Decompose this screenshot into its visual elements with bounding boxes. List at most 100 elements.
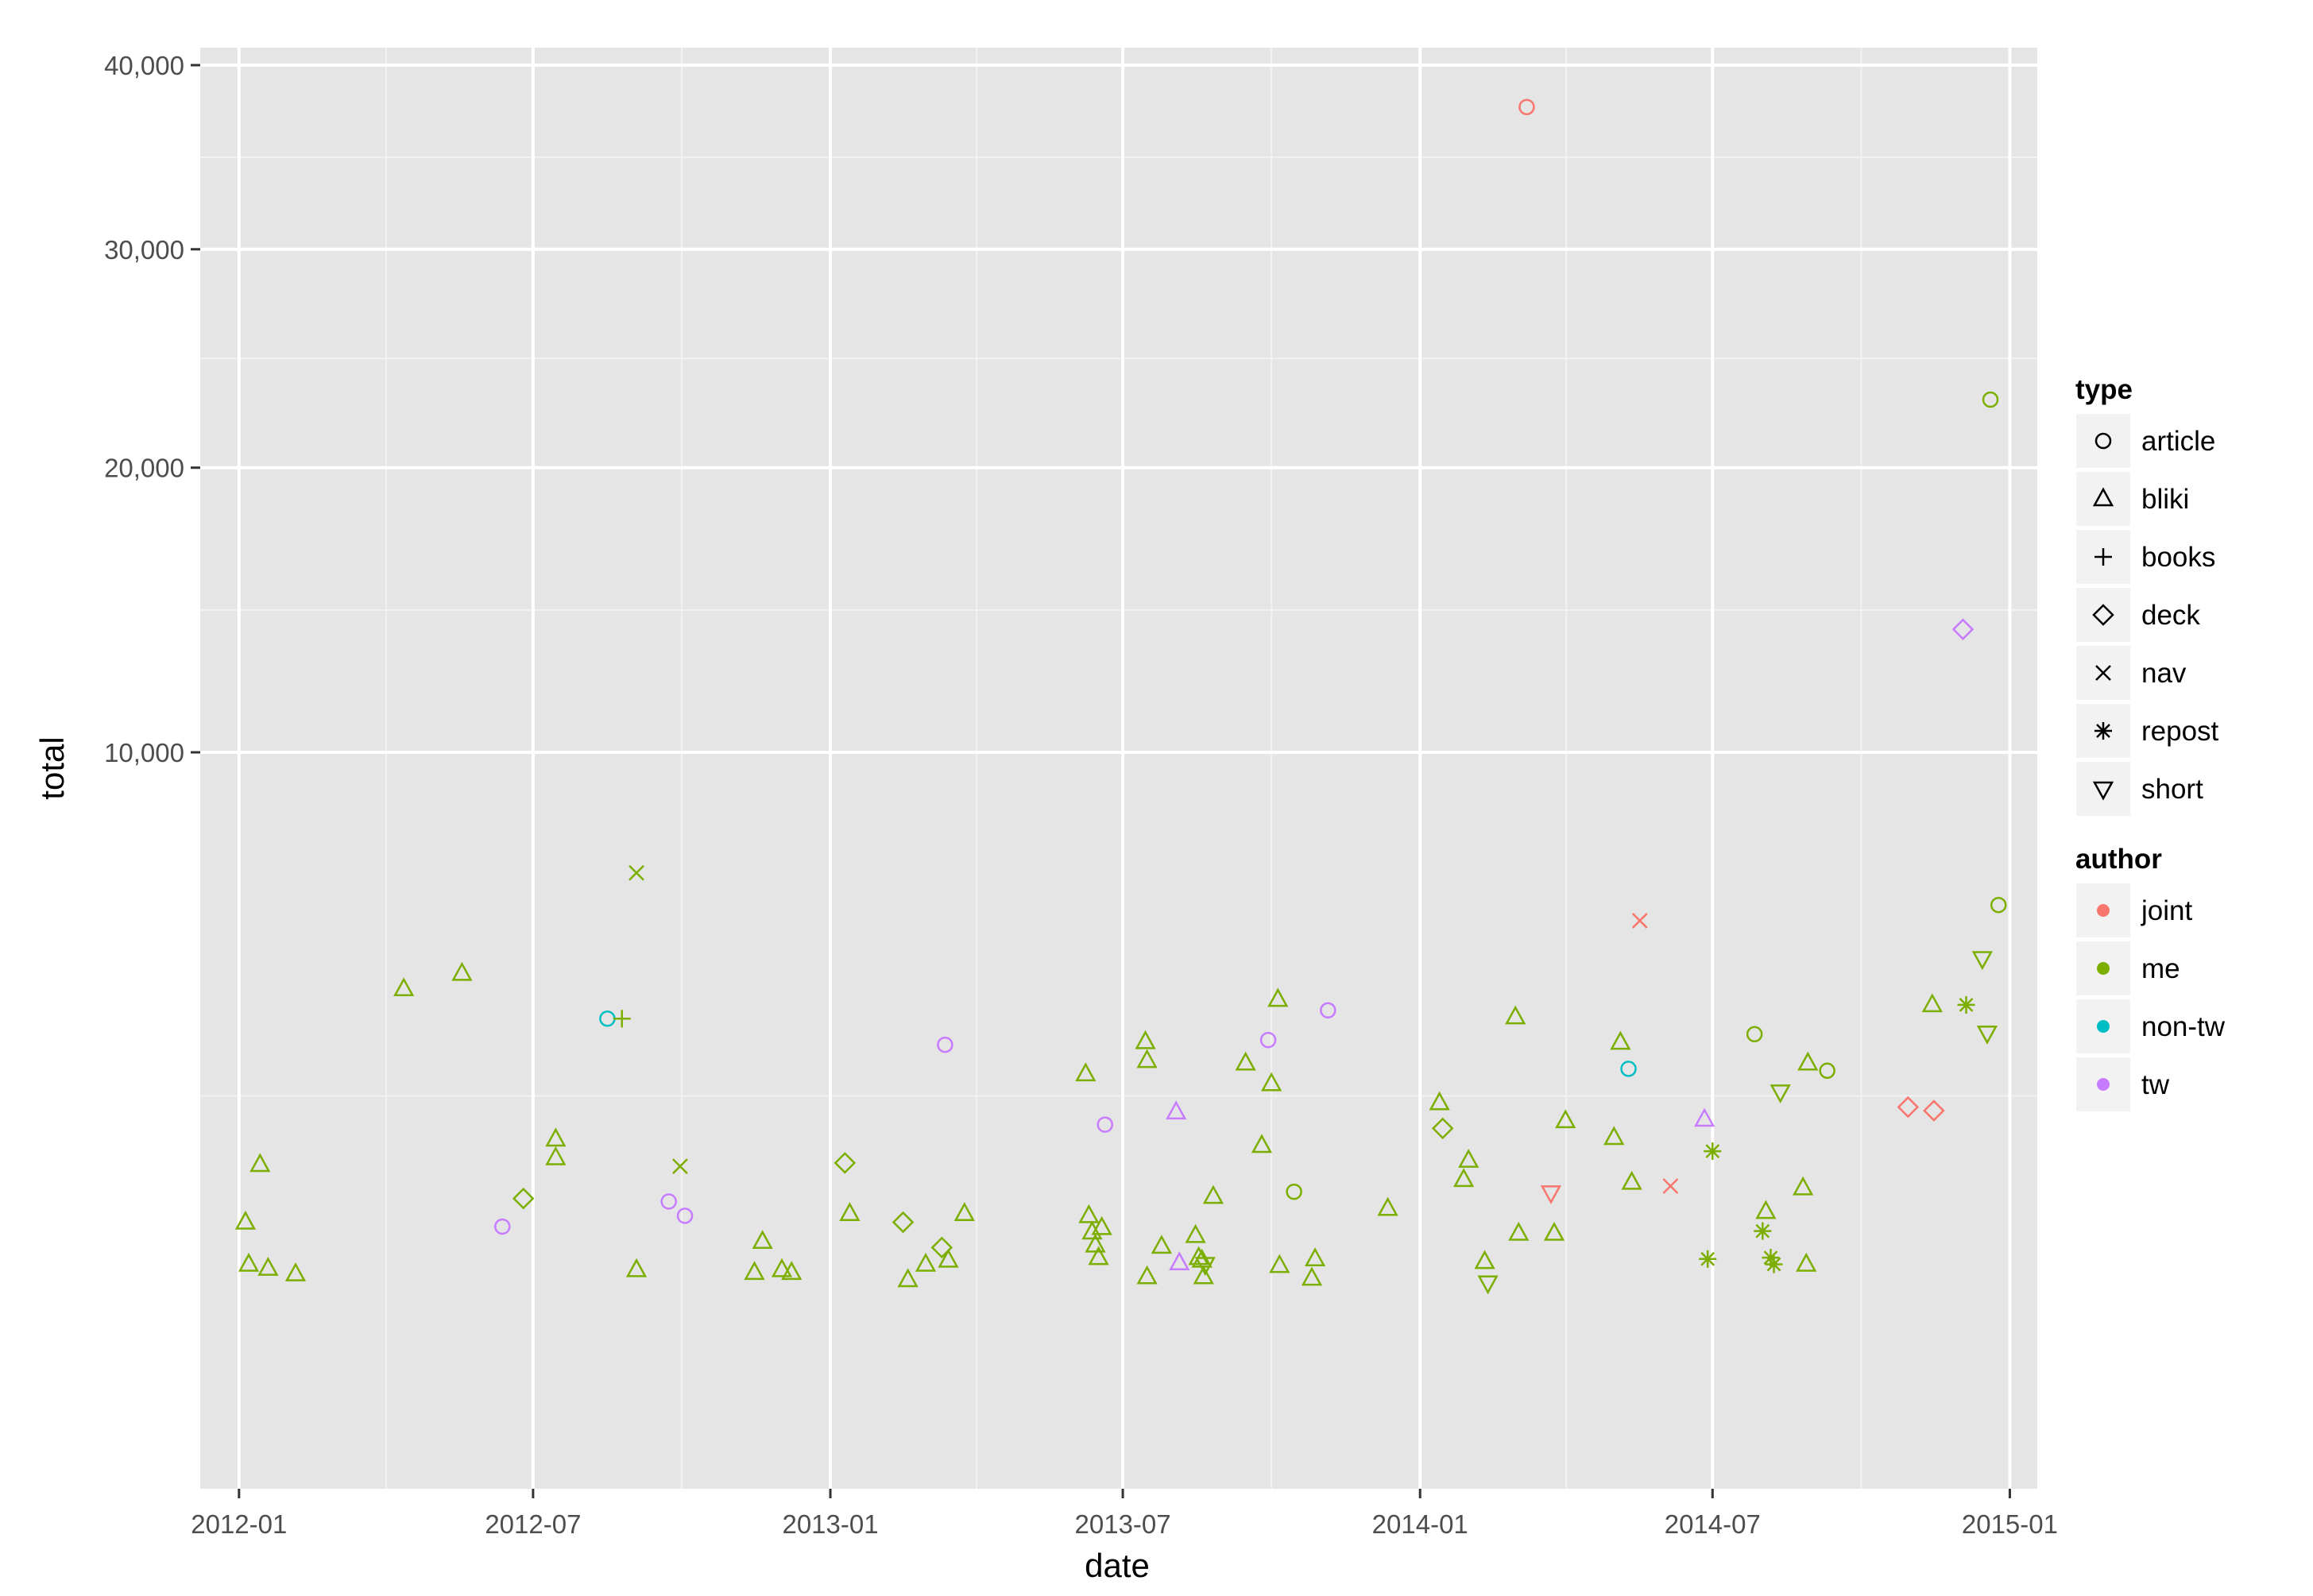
data-point [1474, 1250, 1495, 1269]
legend-label: article [2141, 426, 2215, 457]
legend-dot-icon [2097, 1020, 2110, 1033]
data-point [1259, 1031, 1277, 1049]
legend-key [2075, 760, 2132, 817]
data-point [1662, 1178, 1679, 1194]
data-point [771, 1258, 793, 1277]
legend-key [2075, 470, 2132, 527]
data-point [938, 1248, 959, 1268]
data-point [1897, 1096, 1920, 1119]
data-point [1797, 1051, 1819, 1071]
data-point [937, 1036, 953, 1053]
x-tick-label: 2012-01 [191, 1509, 287, 1539]
data-point [1431, 1117, 1454, 1140]
data-point [839, 1202, 861, 1221]
legend-label: me [2141, 953, 2180, 984]
data-point [1610, 1030, 1631, 1050]
legend-label: short [2141, 774, 2203, 805]
data-point [1269, 1254, 1290, 1273]
data-point [897, 1268, 919, 1288]
legend-key [2075, 412, 2132, 470]
x-tick-label: 2014-01 [1372, 1509, 1468, 1539]
data-point [1555, 1109, 1576, 1129]
data-point [752, 1230, 773, 1250]
data-point [1429, 1091, 1450, 1111]
legend-label: deck [2141, 600, 2200, 631]
data-point [257, 1257, 279, 1276]
data-point [625, 1258, 648, 1277]
legend-label: repost [2141, 716, 2219, 747]
data-point [676, 1208, 694, 1224]
legend-dot-icon [2097, 904, 2110, 917]
data-point [512, 1187, 535, 1210]
data-point [1169, 1251, 1190, 1271]
data-point [1704, 1142, 1722, 1161]
legend-key-asterisk-icon [2094, 722, 2112, 740]
data-point [672, 1158, 688, 1175]
data-point [1085, 1233, 1106, 1253]
data-point [1193, 1265, 1214, 1285]
data-point [1286, 1183, 1302, 1200]
data-point [284, 1262, 307, 1281]
data-point [1755, 1200, 1777, 1219]
data-point [238, 1252, 260, 1272]
data-point [1088, 1246, 1109, 1266]
x-tick-label: 2012-07 [485, 1509, 581, 1539]
data-point [1453, 1168, 1475, 1188]
data-point [1765, 1255, 1783, 1273]
data-point [1746, 1026, 1763, 1042]
data-point [1631, 913, 1648, 929]
data-point [1151, 1235, 1172, 1254]
axes: 2012-01 2012-07 2013-01 2013-07 2014-01 2014-… [104, 51, 2058, 1539]
legend-label: joint [2141, 895, 2192, 926]
data-point [660, 1193, 677, 1210]
x-tick-label: 2013-01 [782, 1509, 878, 1539]
data-point [744, 1261, 765, 1281]
data-point [1202, 1184, 1224, 1204]
x-axis-title: date [1085, 1547, 1150, 1584]
data-point [249, 1153, 271, 1173]
data-point [1796, 1252, 1817, 1272]
data-point [1078, 1204, 1100, 1223]
data-point [930, 1236, 953, 1259]
legend-key-diamond-icon [2092, 604, 2114, 626]
data-point [1540, 1185, 1562, 1204]
data-point [1923, 1099, 1945, 1122]
data-point [1136, 1049, 1158, 1069]
y-tick-label: 20,000 [104, 454, 184, 483]
data-point [1694, 1107, 1715, 1127]
data-point [1990, 896, 2007, 914]
legend-title-author: author [2075, 844, 2162, 875]
data-point [1508, 1221, 1530, 1241]
x-tick-label: 2013-07 [1075, 1509, 1171, 1539]
data-point [1762, 1249, 1780, 1267]
data-point [1235, 1051, 1256, 1071]
data-point [1304, 1247, 1326, 1267]
data-point [1543, 1221, 1565, 1241]
data-point [1458, 1149, 1479, 1168]
data-point [1135, 1030, 1156, 1049]
data-point [1320, 1002, 1336, 1019]
data-point [1754, 1222, 1772, 1240]
legend-label: nav [2141, 658, 2187, 689]
data-point [613, 1010, 631, 1028]
plot-panel [200, 48, 2037, 1489]
data-point [1136, 1265, 1158, 1285]
data-point [834, 1152, 857, 1174]
y-axis-title: total [33, 736, 71, 799]
major-grid [200, 48, 2037, 1489]
legend-key-circle-icon [2094, 432, 2112, 450]
y-tick-label: 40,000 [104, 51, 184, 80]
legend-title-type: type [2075, 374, 2133, 405]
data-point [892, 1211, 915, 1234]
data-point [1921, 993, 1943, 1013]
data-point [451, 961, 473, 981]
legend-label: non-tw [2141, 1011, 2226, 1042]
minor-grid [200, 48, 2037, 1489]
data-point [493, 1218, 511, 1235]
data-point [1185, 1223, 1206, 1243]
data-point [915, 1252, 937, 1272]
data-point [1518, 99, 1535, 115]
data-point [1982, 391, 1999, 408]
data-point [1377, 1196, 1398, 1216]
